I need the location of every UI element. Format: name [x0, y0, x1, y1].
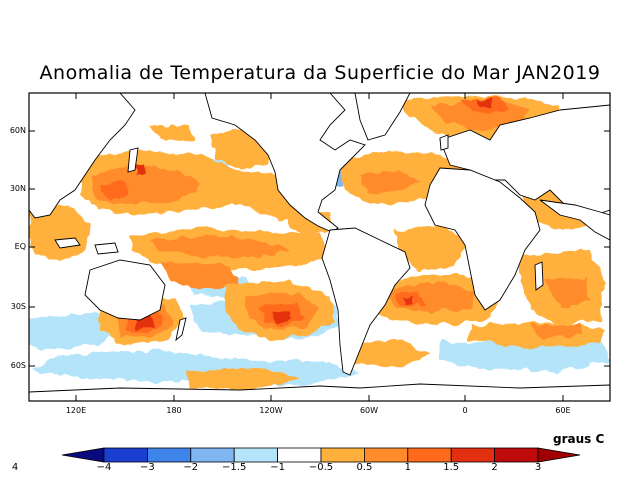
continents	[29, 93, 610, 401]
lon-label-120w: 120W	[259, 406, 283, 415]
colorbar-segment	[190, 447, 235, 463]
new-guinea	[94, 242, 119, 255]
colorbar-tick-label: −2	[183, 462, 199, 473]
lon-label-60w: 60W	[359, 406, 379, 415]
south-america	[321, 227, 411, 376]
colorbar-segment	[320, 447, 365, 463]
australia	[84, 259, 166, 321]
lat-label-30n: 30N	[9, 184, 26, 193]
colorbar-tick-label: 4	[11, 462, 19, 473]
indonesia	[54, 237, 81, 249]
colorbar-tick-label: 0.5	[356, 462, 373, 473]
colorbar-triangle-right	[537, 447, 581, 463]
lat-label-30s: 30S	[10, 302, 26, 311]
greenland	[354, 93, 411, 141]
colorbar-tick-label: −3	[140, 462, 155, 473]
colorbar-segment	[103, 447, 148, 463]
colorbar-triangle-left	[61, 447, 105, 463]
colorbar-tick-label: 3	[534, 462, 542, 473]
colorbar-segment	[277, 447, 322, 463]
lon-label-120e: 120E	[65, 406, 87, 415]
colorbar-segments	[61, 447, 581, 463]
colorbar-tick-label: −4	[96, 462, 112, 473]
madagascar	[534, 261, 544, 291]
lon-label-0: 0	[462, 406, 468, 415]
map-title: Anomalia de Temperatura da Superficie do…	[39, 62, 601, 84]
colorbar-tick-label: −1	[270, 462, 285, 473]
colorbar-segment	[363, 447, 409, 463]
colorbar-segment	[146, 447, 192, 463]
colorbar-segment	[450, 447, 496, 463]
lon-label-180: 180	[166, 406, 182, 415]
lat-label-60n: 60N	[9, 126, 26, 135]
british-isles	[439, 134, 449, 151]
arabia-india	[539, 199, 610, 241]
lon-label-60e: 60E	[555, 406, 571, 415]
axis-ticks	[29, 93, 610, 401]
colorbar-segment	[407, 447, 452, 463]
lat-label-60s: 60S	[10, 361, 26, 370]
east-asia	[29, 93, 136, 219]
north-america	[204, 93, 366, 233]
africa	[424, 167, 541, 311]
lat-label-eq: EQ	[14, 242, 26, 251]
colorbar-tick-label: 1.5	[443, 462, 460, 473]
colorbar-segment	[233, 447, 278, 463]
colorbar-segment	[494, 447, 539, 463]
units-label: graus C	[553, 432, 605, 446]
new-zealand	[175, 317, 187, 342]
colorbar-tick-label: 2	[491, 462, 498, 473]
colorbar-tick-label: 1	[404, 462, 411, 473]
colorbar-tick-label: −1.5	[222, 462, 247, 473]
colorbar-tick-label: −0.5	[308, 462, 334, 473]
japan	[127, 147, 139, 173]
